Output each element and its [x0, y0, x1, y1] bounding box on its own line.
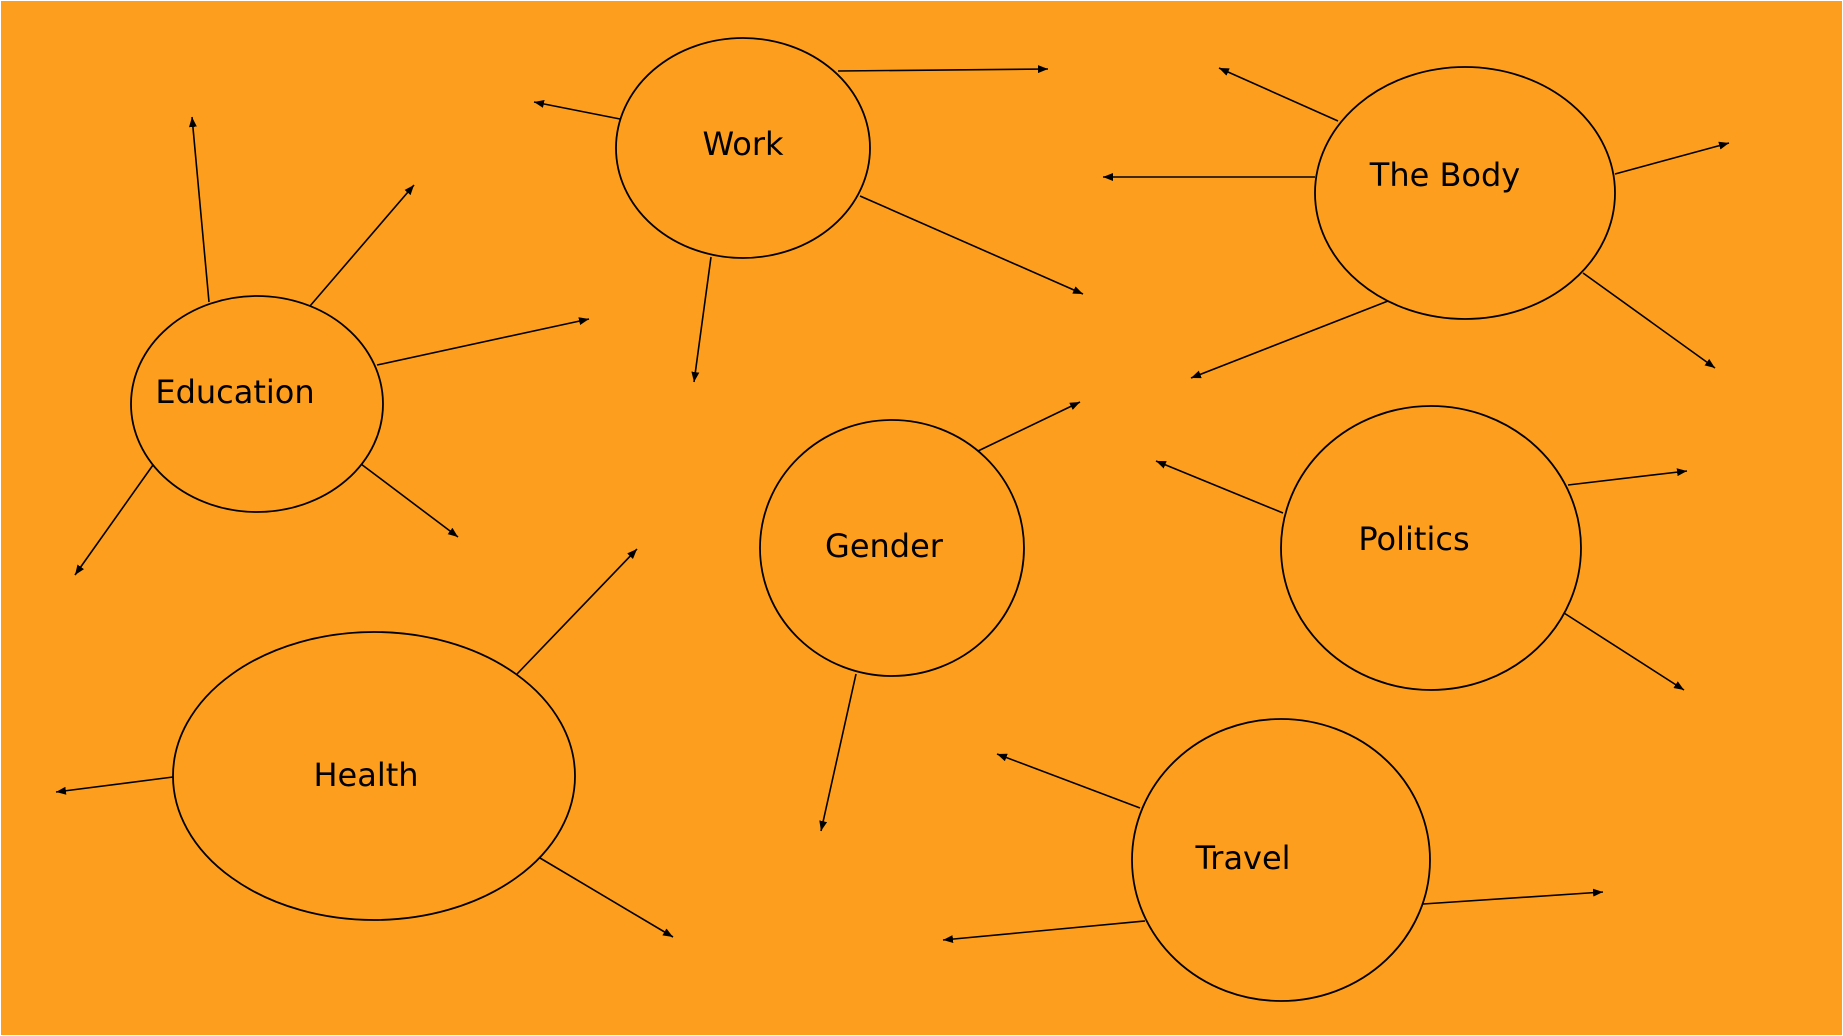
the-body-arrow-lower-right — [1582, 272, 1716, 369]
gender-arrow-down — [819, 673, 857, 832]
the-body-arrow-lower-left — [1190, 300, 1389, 379]
the-body-arrow-upper-left — [1218, 67, 1339, 122]
education-node — [130, 295, 384, 513]
health-label: Health — [313, 756, 418, 794]
education-arrow-upper-right — [309, 184, 415, 307]
work-arrow-left — [533, 100, 621, 120]
work-arrow-lower-right — [859, 195, 1084, 295]
the-body-node — [1314, 66, 1616, 320]
work-node — [615, 37, 871, 259]
health-node — [172, 631, 576, 921]
education-arrow-up — [188, 116, 210, 303]
work-arrow-down — [691, 256, 712, 383]
politics-arrow-upper-left — [1155, 460, 1284, 514]
gender-node — [759, 419, 1025, 677]
travel-arrow-upper-left — [996, 753, 1141, 809]
work-label: Work — [702, 125, 784, 163]
the-body-arrow-right — [1614, 141, 1730, 175]
education-arrow-lower-left — [74, 464, 154, 576]
travel-node — [1131, 718, 1431, 1002]
health-arrow-lower-right — [539, 857, 674, 938]
education-arrow-lower-right — [360, 463, 459, 538]
politics-label: Politics — [1358, 520, 1469, 558]
travel-arrow-right — [1422, 888, 1604, 905]
politics-arrow-right — [1567, 468, 1688, 486]
gender-arrow-upper-right — [977, 401, 1081, 452]
work-arrow-right — [837, 65, 1049, 74]
gender-label: Gender — [825, 527, 944, 565]
politics-arrow-lower-right — [1563, 612, 1685, 691]
politics-node — [1280, 405, 1582, 691]
education-arrow-right — [376, 317, 590, 366]
education-label: Education — [155, 373, 314, 411]
health-arrow-left — [55, 776, 174, 795]
travel-arrow-lower-left — [942, 920, 1146, 944]
the-body-label: The Body — [1369, 156, 1520, 194]
travel-label: Travel — [1194, 839, 1290, 877]
health-arrow-upper-right — [516, 548, 638, 675]
